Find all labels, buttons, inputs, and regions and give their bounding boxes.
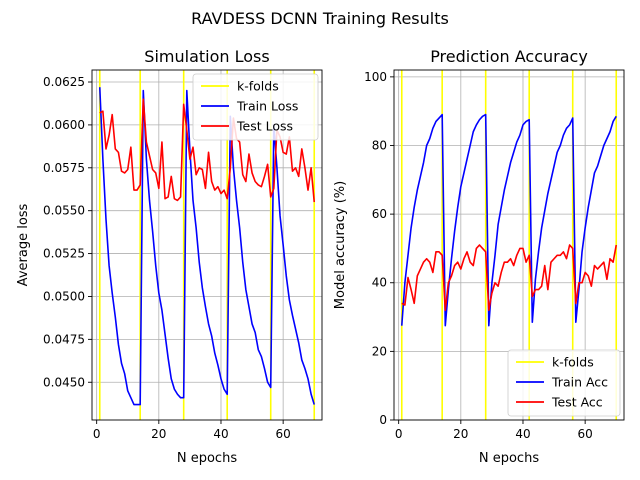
accuracy-chart-title: Prediction Accuracy [430, 47, 588, 66]
loss-ytick-label-3: 0.0525 [43, 247, 85, 261]
loss-ytick-label-0: 0.0450 [43, 375, 85, 389]
loss-chart-ylabel: Average loss [16, 203, 31, 286]
loss-legend-label-kfold: k-folds [237, 79, 279, 94]
loss-ytick-label-2: 0.0500 [43, 289, 85, 303]
accuracy-xtick-label-2: 40 [515, 427, 530, 441]
accuracy-xtick-label-1: 20 [453, 427, 468, 441]
loss-xtick-label-3: 60 [276, 427, 291, 441]
accuracy-test-line [401, 244, 618, 311]
accuracy-legend-label-kfold: k-folds [552, 355, 594, 370]
accuracy-axes-frame [393, 69, 625, 421]
accuracy-legend-label-train: Train Acc [551, 375, 608, 390]
figure-suptitle: RAVDESS DCNN Training Results [191, 9, 449, 28]
loss-xtick-label-2: 40 [213, 427, 228, 441]
loss-legend-box [192, 73, 319, 141]
accuracy-ytick-label-0: 0 [379, 413, 387, 427]
loss-ytick-label-1: 0.0475 [43, 332, 85, 346]
loss-train-line [98, 87, 315, 406]
accuracy-chart-xlabel: N epochs [479, 451, 539, 466]
loss-ytick-label-6: 0.0600 [43, 118, 85, 132]
loss-ytick-label-5: 0.0575 [43, 161, 85, 175]
accuracy-ytick-label-5: 100 [364, 70, 387, 84]
loss-chart-xlabel: N epochs [177, 451, 237, 466]
accuracy-xtick-label-0: 0 [395, 427, 403, 441]
loss-legend-label-train: Train Loss [236, 99, 298, 114]
loss-legend: k-folds Train Loss Test Loss [192, 73, 319, 141]
loss-xtick-label-1: 20 [151, 427, 166, 441]
accuracy-legend: k-folds Train Acc Test Acc [507, 349, 621, 417]
loss-axes-frame [91, 69, 323, 421]
loss-ytick-label-4: 0.0550 [43, 204, 85, 218]
accuracy-legend-box [507, 349, 621, 417]
accuracy-chart: Prediction Accuracy N epochs Model accur… [333, 47, 625, 466]
accuracy-ytick-label-4: 80 [372, 138, 387, 152]
accuracy-chart-ylabel: Model accuracy (%) [333, 181, 348, 309]
accuracy-legend-label-test: Test Acc [551, 395, 603, 410]
loss-xtick-label-0: 0 [93, 427, 101, 441]
loss-chart-title: Simulation Loss [144, 47, 269, 66]
loss-ytick-label-7: 0.0625 [43, 75, 85, 89]
accuracy-ytick-label-1: 20 [372, 344, 387, 358]
accuracy-ytick-label-3: 60 [372, 207, 387, 221]
accuracy-train-line [400, 113, 617, 327]
accuracy-ytick-label-2: 40 [372, 276, 387, 290]
loss-legend-label-test: Test Loss [236, 119, 293, 134]
loss-chart: Simulation Loss N epochs Average loss 0 2… [16, 47, 323, 466]
accuracy-xtick-label-3: 60 [578, 427, 593, 441]
